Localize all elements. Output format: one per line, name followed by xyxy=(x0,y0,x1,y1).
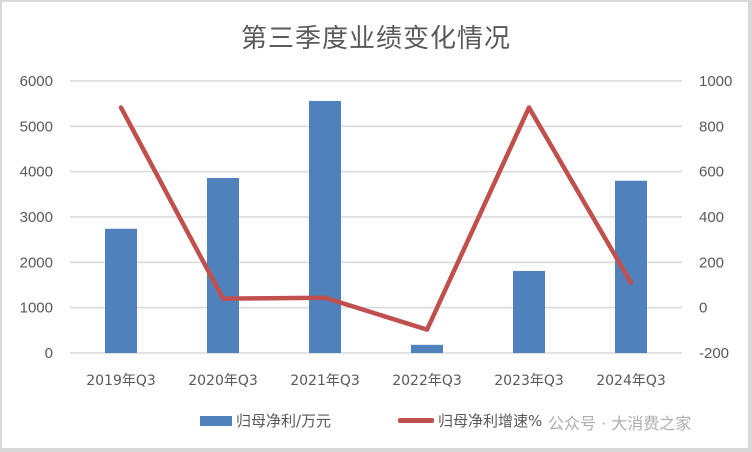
watermark-text: 公众号 · 大消费之家 xyxy=(548,414,692,433)
x-axis-tick: 2021年Q3 xyxy=(290,373,360,389)
legend-line-swatch xyxy=(398,418,434,423)
left-axis-tick: 3000 xyxy=(20,209,53,226)
right-axis-tick: 0 xyxy=(699,300,707,317)
legend-line-label: 归母净利增速% xyxy=(438,412,543,430)
left-axis-tick: 6000 xyxy=(20,73,53,90)
legend-item-bar: 归母净利/万元 xyxy=(200,410,331,431)
bar xyxy=(309,100,341,354)
left-axis-tick: 2000 xyxy=(20,254,53,271)
left-axis-tick: 0 xyxy=(45,345,53,362)
right-axis-tick: 800 xyxy=(699,118,724,135)
x-axis-tick: 2019年Q3 xyxy=(86,373,156,389)
bar xyxy=(411,344,443,353)
right-axis-tick: 200 xyxy=(699,254,724,271)
right-axis-tick: -200 xyxy=(699,345,729,362)
chart-title: 第三季度业绩变化情况 xyxy=(240,24,511,54)
right-axis-tick: 400 xyxy=(699,209,724,226)
x-axis-tick: 2024年Q3 xyxy=(596,373,666,389)
legend-item-line: 归母净利增速% xyxy=(398,410,542,431)
legend-bar-label: 归母净利/万元 xyxy=(236,412,332,430)
right-axis-tick: 1000 xyxy=(699,73,732,90)
left-axis-tick: 1000 xyxy=(20,300,53,317)
legend-bar-swatch xyxy=(200,415,232,426)
growth-line xyxy=(118,105,634,332)
left-axis-tick: 4000 xyxy=(20,164,53,181)
bar xyxy=(105,228,137,353)
bar xyxy=(207,178,239,353)
x-axis-tick: 2020年Q3 xyxy=(188,373,258,389)
left-axis-tick: 5000 xyxy=(20,118,53,135)
right-axis-tick: 600 xyxy=(699,164,724,181)
bar xyxy=(513,270,545,353)
x-axis-tick: 2022年Q3 xyxy=(392,373,462,389)
chart-legend: 归母净利/万元 归母净利增速% xyxy=(0,410,752,434)
x-axis-tick: 2023年Q3 xyxy=(494,373,564,389)
